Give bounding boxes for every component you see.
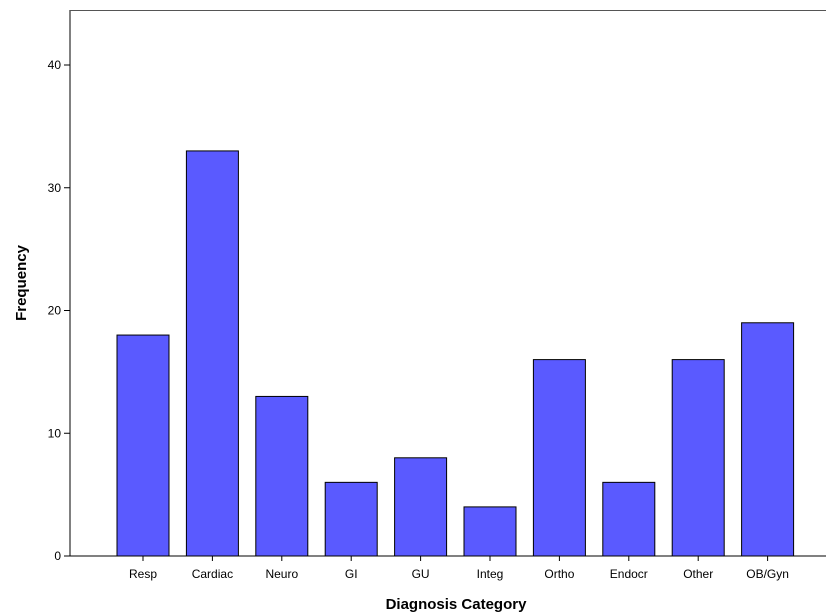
y-tick-label: 40 bbox=[48, 58, 62, 72]
y-tick-label: 0 bbox=[54, 549, 61, 563]
x-tick-label: GI bbox=[345, 567, 358, 581]
bar-cardiac bbox=[185, 150, 239, 557]
x-tick-label: Neuro bbox=[265, 567, 298, 581]
x-tick-label: GU bbox=[412, 567, 430, 581]
bar-endocr bbox=[602, 481, 656, 557]
y-axis-title: Frequency bbox=[13, 244, 30, 321]
bar-other bbox=[671, 359, 725, 557]
y-tick-label: 10 bbox=[48, 426, 62, 440]
y-tick-label: 30 bbox=[48, 181, 62, 195]
x-tick-label: Ortho bbox=[544, 567, 574, 581]
bar-gi bbox=[324, 481, 378, 557]
bar-ortho bbox=[532, 359, 586, 557]
x-axis: Resp Cardiac Neuro GI GU Integ Ortho Endocr Othe… bbox=[129, 556, 789, 581]
bar-integ bbox=[463, 506, 517, 557]
x-axis-title: Diagnosis Category bbox=[386, 596, 528, 613]
x-tick-label: Resp bbox=[129, 567, 157, 581]
x-tick-label: Other bbox=[683, 567, 713, 581]
x-tick-label: OB/Gyn bbox=[746, 567, 789, 581]
bar-gu bbox=[394, 457, 448, 557]
bars bbox=[116, 150, 795, 557]
x-tick-label: Cardiac bbox=[192, 567, 233, 581]
y-tick-label: 20 bbox=[48, 304, 62, 318]
y-axis: 0 10 20 30 40 bbox=[48, 58, 70, 563]
x-tick-label: Integ bbox=[477, 567, 504, 581]
bar-ob-gyn bbox=[741, 322, 795, 557]
bar-resp bbox=[116, 334, 170, 557]
bar-neuro bbox=[255, 395, 309, 557]
x-tick-label: Endocr bbox=[610, 567, 648, 581]
